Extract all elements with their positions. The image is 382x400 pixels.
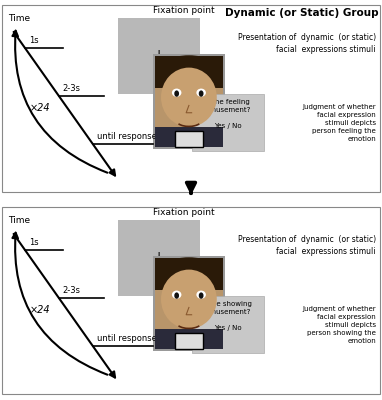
Bar <box>155 127 223 148</box>
Bar <box>155 258 223 290</box>
FancyBboxPatch shape <box>2 5 380 192</box>
Text: 2-3s: 2-3s <box>63 84 81 93</box>
Ellipse shape <box>199 90 204 97</box>
Ellipse shape <box>174 90 179 97</box>
Bar <box>153 54 225 150</box>
Ellipse shape <box>196 290 206 299</box>
Text: Presentation of  dynamic  (or static)
facial  expressions stimuli: Presentation of dynamic (or static) faci… <box>238 33 376 54</box>
Text: +: + <box>151 249 167 268</box>
Bar <box>118 220 200 296</box>
Text: Fixation point: Fixation point <box>153 6 215 15</box>
FancyArrowPatch shape <box>13 233 107 375</box>
Text: Judgment of whether
facial expression
stimuli depicts
person showing the
emotion: Judgment of whether facial expression st… <box>303 306 376 344</box>
Text: 2-3s: 2-3s <box>63 286 81 295</box>
Text: Time: Time <box>8 14 30 23</box>
Text: Judgment of whether
facial expression
stimuli depicts
person feeling the
emotion: Judgment of whether facial expression st… <box>303 104 376 142</box>
Ellipse shape <box>157 55 221 90</box>
Text: 1s: 1s <box>29 238 38 247</box>
FancyArrowPatch shape <box>13 31 107 173</box>
FancyBboxPatch shape <box>175 131 202 148</box>
Bar <box>155 329 223 350</box>
Ellipse shape <box>172 88 181 97</box>
Text: Presentation of  dynamic  (or static)
facial  expressions stimuli: Presentation of dynamic (or static) faci… <box>238 235 376 256</box>
Ellipse shape <box>161 270 217 329</box>
Bar <box>155 258 223 350</box>
Ellipse shape <box>196 88 206 97</box>
FancyBboxPatch shape <box>175 333 202 350</box>
Bar <box>153 256 225 351</box>
Text: ×24: ×24 <box>30 305 50 315</box>
Bar <box>155 56 223 148</box>
Text: ×24: ×24 <box>30 103 50 113</box>
Bar <box>155 56 223 88</box>
Text: until response: until response <box>97 132 157 141</box>
Ellipse shape <box>172 290 181 299</box>
FancyBboxPatch shape <box>2 207 380 394</box>
Text: Time: Time <box>8 216 30 226</box>
Ellipse shape <box>174 292 179 299</box>
Text: Is he feeling
amusement?

Yes / No: Is he feeling amusement? Yes / No <box>206 99 251 129</box>
Text: until response: until response <box>97 334 157 343</box>
Ellipse shape <box>199 292 204 299</box>
Text: 1s: 1s <box>29 36 38 45</box>
Text: Fixation point: Fixation point <box>153 208 215 217</box>
Bar <box>192 296 264 353</box>
Text: Dynamic (or Static) Group: Dynamic (or Static) Group <box>225 8 379 18</box>
Bar <box>118 18 200 94</box>
Text: Is he showing
amusement?

Yes / No: Is he showing amusement? Yes / No <box>204 301 252 331</box>
Text: +: + <box>151 47 167 66</box>
Ellipse shape <box>157 257 221 292</box>
Bar <box>192 94 264 151</box>
Ellipse shape <box>161 68 217 127</box>
